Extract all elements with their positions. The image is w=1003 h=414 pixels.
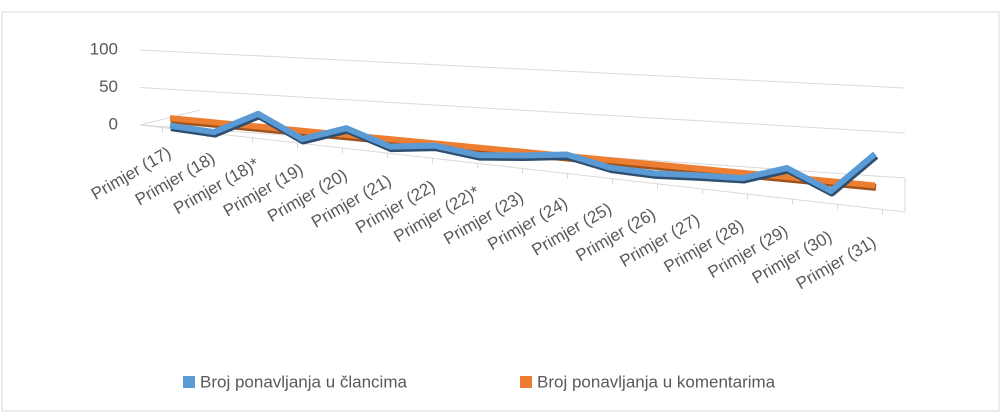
legend-label: Broj ponavljanja u komentarima xyxy=(537,372,776,391)
grid-line xyxy=(139,87,906,134)
series-line xyxy=(169,110,877,194)
chart-border xyxy=(1,11,1000,412)
legend-swatch xyxy=(520,376,532,388)
y-tick-label: 0 xyxy=(109,114,118,133)
legend-swatch xyxy=(183,376,195,388)
grid-line xyxy=(139,49,906,89)
legend-label: Broj ponavljanja u člancima xyxy=(200,372,407,391)
y-tick-label: 50 xyxy=(99,77,118,96)
y-tick-label: 100 xyxy=(90,39,118,58)
floor-side xyxy=(139,109,201,126)
